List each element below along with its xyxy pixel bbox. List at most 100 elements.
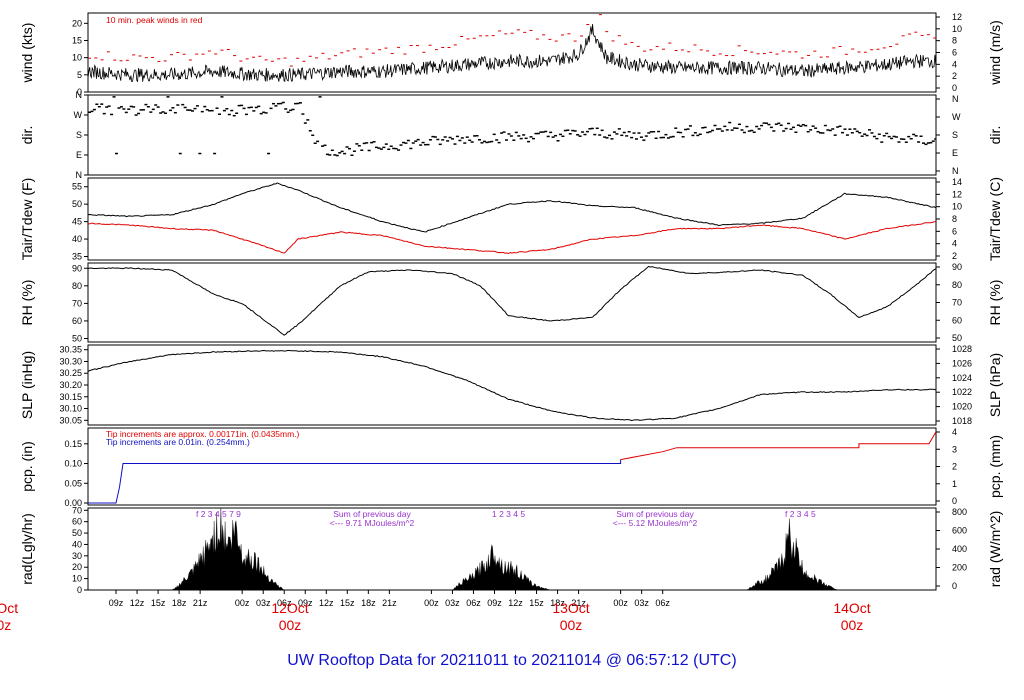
dir-point [367, 149, 371, 152]
dir-point [428, 139, 432, 141]
panel-wind: 0 5 10 15 20 0 2 46 8 10 12 wind (kts) wind (m/s) 10 … [19, 12, 1003, 97]
dir-point [823, 124, 827, 127]
dir-point [468, 139, 472, 142]
dir-point [723, 125, 727, 128]
dir-point [144, 103, 148, 106]
ylabel-right: SLP (hPa) [987, 353, 1003, 417]
dir-point [360, 149, 364, 151]
dir-point [757, 128, 761, 130]
dir-point [389, 145, 393, 147]
dir-point [603, 136, 607, 138]
panel-frame [87, 177, 937, 261]
ytick-left-label: 70 [72, 505, 82, 515]
dir-point [833, 134, 837, 136]
dir-point [441, 139, 445, 141]
rad-annotation: 1 2 3 4 5 [492, 509, 525, 519]
dir-point [843, 128, 847, 130]
dir-point [139, 109, 143, 111]
dir-point [929, 141, 933, 144]
dir-point [782, 130, 786, 132]
dir-point [149, 111, 153, 113]
dir-point [97, 105, 101, 108]
ytick-right-label: 50 [952, 333, 962, 343]
dir-point [281, 101, 285, 104]
dir-point [549, 131, 553, 134]
plot-area [88, 349, 936, 422]
ytick-right-label: 12 [952, 189, 962, 199]
ylabel-right: dir. [987, 126, 1003, 145]
dir-point [267, 152, 271, 155]
dir-point [198, 152, 202, 155]
ytick-right-label: 90 [952, 262, 962, 272]
pcp-annotation: Tip increments are 0.01in. (0.254mm.) [106, 437, 250, 447]
dir-point [566, 129, 570, 131]
ytick-right-label: 8 [952, 36, 957, 46]
xtick-label: 21z [571, 598, 586, 608]
xtick-label: 18z [172, 598, 187, 608]
dir-point [355, 143, 359, 145]
dir-point [433, 136, 437, 138]
dir-point [448, 136, 452, 139]
dir-point [681, 136, 685, 138]
dir-point [674, 127, 678, 129]
dir-point [794, 131, 798, 134]
dir-point [924, 143, 928, 146]
dir-point [524, 137, 528, 140]
dir-point [188, 109, 192, 111]
dir-point [200, 110, 204, 113]
dir-point [612, 131, 616, 133]
xtick-label: 09z [109, 598, 124, 608]
ytick-right-label: 0 [952, 496, 957, 506]
dir-point [134, 114, 138, 116]
dir-point [387, 148, 391, 151]
dir-point [426, 143, 430, 146]
dir-point [882, 134, 886, 137]
dir-point [752, 131, 756, 133]
dir-point [88, 111, 91, 113]
xtick-label: 06z [277, 598, 292, 608]
ytick-right-label: 0 [952, 581, 957, 591]
dir-point [95, 103, 99, 105]
dir-point [666, 137, 670, 139]
dir-point [249, 106, 253, 109]
dir-point [156, 106, 160, 108]
dir-point [625, 135, 629, 137]
dir-point [735, 127, 739, 130]
rad-annotation: <--- 5.12 MJoules/m^2 [613, 518, 698, 528]
dir-point [122, 108, 126, 110]
ytick-left-label: 50 [72, 528, 82, 538]
day-label-date: 13Oct [552, 600, 589, 616]
ytick-right-label: 1018 [952, 416, 972, 426]
dir-point [443, 136, 447, 138]
dir-point [865, 134, 869, 137]
ytick-right-label: E [952, 148, 958, 158]
plot-area [88, 182, 936, 255]
dir-point [725, 129, 729, 131]
x-axis: 09z 12z 15z 18z 21z 00z 03z 06z 09z 12z 15z 18z 21z 0… [0, 590, 871, 633]
dir-point [563, 129, 567, 132]
ytick-left-label: W [74, 110, 83, 120]
dir-point [399, 144, 403, 146]
dir-point [257, 105, 261, 108]
dir-point [600, 129, 604, 132]
dir-point [284, 108, 288, 110]
ylabel-right: wind (m/s) [987, 20, 1003, 86]
dir-point [119, 106, 123, 108]
dir-point [362, 142, 366, 145]
ytick-right-label: N [952, 166, 959, 176]
dir-point [845, 134, 849, 136]
dir-point [738, 123, 742, 126]
dir-point [463, 142, 467, 144]
dir-point [379, 148, 383, 150]
dir-point [325, 153, 329, 156]
dir-point [872, 135, 876, 138]
dir-point [129, 105, 133, 108]
dir-point [892, 135, 896, 138]
dir-point [343, 152, 347, 155]
dir-point [755, 125, 759, 128]
dir-point [507, 133, 511, 135]
dir-point [438, 143, 442, 146]
dir-point [286, 111, 290, 113]
dir-point [235, 112, 239, 114]
ytick-left-label: 55 [72, 182, 82, 192]
